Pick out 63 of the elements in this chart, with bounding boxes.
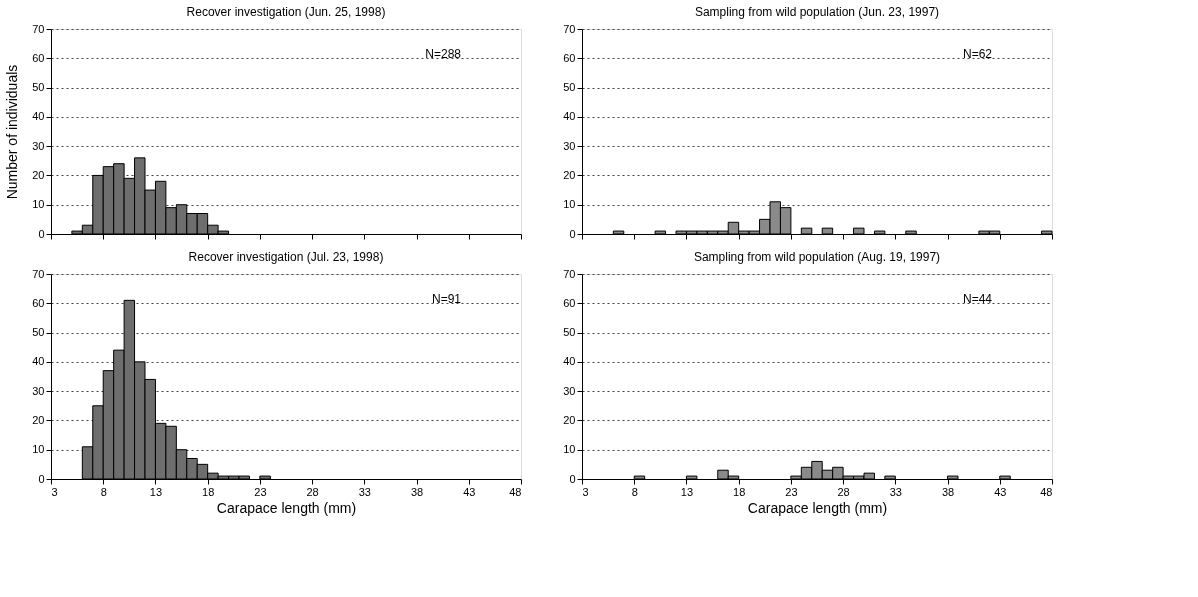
y-axis-title: Number of individuals <box>4 64 21 200</box>
y-tick-label: 30 <box>563 139 576 152</box>
chart-title: Sampling from wild population (Jun. 23, 1997) <box>694 5 940 19</box>
y-tick-label: 30 <box>563 384 576 397</box>
y-tick-label: 40 <box>32 355 45 368</box>
x-tick-label: 33 <box>889 485 902 498</box>
y-tick-label: 0 <box>38 227 45 240</box>
y-tick-label: 20 <box>563 413 576 426</box>
x-axis-title: Carapace length (mm) <box>747 499 888 516</box>
y-tick-label: 50 <box>32 326 45 339</box>
y-tick-label: 50 <box>563 326 576 339</box>
y-tick-label: 60 <box>563 296 576 309</box>
x-tick-label: 38 <box>941 485 955 498</box>
x-tick-label: 8 <box>100 485 107 498</box>
chart-title: Recover investigation (Jun. 25, 1998) <box>186 5 386 19</box>
x-tick-label: 33 <box>358 485 371 498</box>
x-tick-label: 43 <box>994 485 1007 498</box>
x-tick-label: 28 <box>306 485 319 498</box>
y-tick-label: 20 <box>32 413 45 426</box>
y-tick-label: 60 <box>563 51 576 64</box>
annotation: N=62 <box>962 47 993 61</box>
y-tick-label: 70 <box>32 267 45 280</box>
y-tick-label: 30 <box>32 384 45 397</box>
y-tick-label: 30 <box>32 139 45 152</box>
x-tick-label: 3 <box>51 485 58 498</box>
annotation: N=91 <box>431 292 462 306</box>
y-tick-label: 10 <box>32 198 45 211</box>
y-tick-label: 20 <box>32 168 45 181</box>
x-tick-label: 18 <box>202 485 215 498</box>
y-tick-label: 50 <box>563 81 576 94</box>
x-tick-label: 23 <box>785 485 798 498</box>
x-axis-title: Carapace length (mm) <box>216 499 357 516</box>
y-tick-label: 40 <box>32 110 45 123</box>
x-tick-label: 48 <box>509 485 522 498</box>
x-tick-label: 48 <box>1040 485 1053 498</box>
y-tick-label: 70 <box>563 267 576 280</box>
annotation: N=44 <box>962 292 993 306</box>
y-tick-label: 10 <box>563 198 576 211</box>
x-tick-label: 13 <box>149 485 163 498</box>
chart-title: Recover investigation (Jul. 23, 1998) <box>188 250 384 264</box>
x-tick-label: 38 <box>410 485 424 498</box>
y-tick-label: 10 <box>563 443 576 456</box>
y-tick-label: 50 <box>32 81 45 94</box>
chart-title: Sampling from wild population (Aug. 19, 1997) <box>693 250 941 264</box>
x-tick-label: 43 <box>463 485 476 498</box>
x-tick-label: 28 <box>837 485 850 498</box>
y-tick-label: 0 <box>569 472 576 485</box>
y-tick-label: 20 <box>563 168 576 181</box>
y-tick-label: 0 <box>38 472 45 485</box>
y-tick-label: 40 <box>563 110 576 123</box>
x-tick-label: 13 <box>680 485 694 498</box>
y-tick-label: 70 <box>563 22 576 35</box>
y-tick-label: 40 <box>563 355 576 368</box>
y-tick-label: 10 <box>32 443 45 456</box>
annotation: N=288 <box>425 47 462 61</box>
x-tick-label: 8 <box>631 485 638 498</box>
y-tick-label: 60 <box>32 296 45 309</box>
x-tick-label: 18 <box>733 485 746 498</box>
y-tick-label: 60 <box>32 51 45 64</box>
x-tick-label: 3 <box>582 485 589 498</box>
x-tick-label: 23 <box>254 485 267 498</box>
y-tick-label: 0 <box>569 227 576 240</box>
y-tick-label: 70 <box>32 22 45 35</box>
